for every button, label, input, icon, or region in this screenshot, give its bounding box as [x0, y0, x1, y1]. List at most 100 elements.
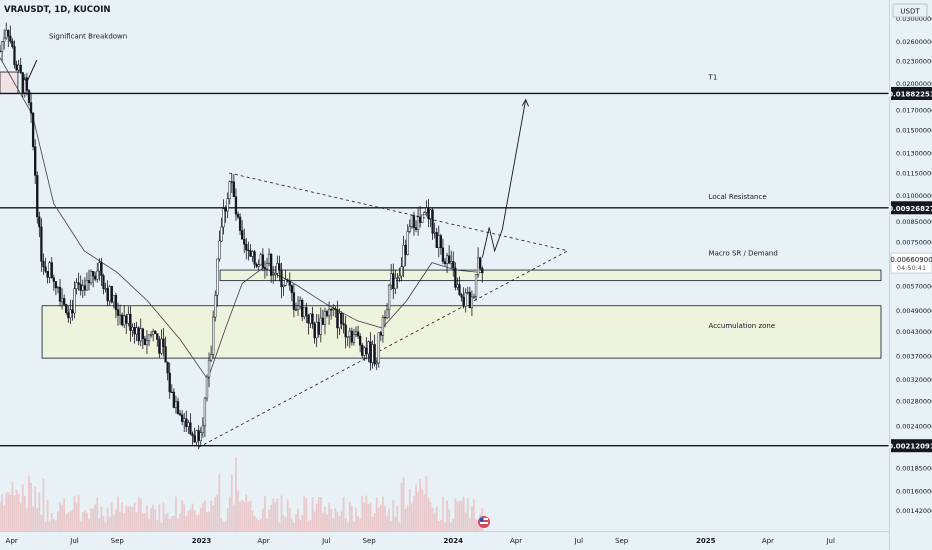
candle-body: [330, 309, 333, 311]
price-tick-label: 0.00750000: [896, 238, 932, 246]
volume-bar: [404, 508, 407, 531]
candle-body: [166, 361, 169, 374]
volume-bar: [100, 507, 103, 531]
volume-bar: [210, 500, 213, 531]
candle-body: [120, 314, 124, 326]
volume-bar: [197, 514, 200, 531]
volume-bar: [28, 475, 30, 531]
volume-bar: [108, 516, 111, 531]
candles-layer: [0, 22, 484, 450]
candle-body: [468, 291, 471, 309]
volume-bar: [253, 515, 256, 531]
candle-body: [394, 277, 397, 290]
candle-body: [305, 307, 308, 316]
candle-body: [232, 181, 236, 197]
candle-body: [350, 330, 354, 343]
volume-bar: [63, 498, 66, 531]
candle-body: [361, 344, 364, 356]
volume-bar: [129, 505, 132, 531]
candle-body: [274, 273, 277, 275]
time-tick-label: Sep: [363, 537, 377, 545]
volume-bar: [255, 518, 258, 531]
candle-body: [321, 317, 325, 325]
candle-body: [11, 41, 14, 47]
volume-bar: [471, 506, 473, 531]
time-tick-label: Sep: [111, 537, 125, 545]
volume-bar: [259, 518, 262, 531]
candle-body: [288, 281, 291, 286]
candle-body: [369, 341, 372, 363]
annotation-significant-breakdown: Significant Breakdown: [49, 32, 127, 40]
volume-bar: [313, 511, 316, 531]
candle-body: [371, 344, 374, 363]
candle-body: [216, 258, 219, 296]
moving-average-line: [0, 57, 483, 381]
volume-bar: [230, 474, 233, 531]
candle-body: [309, 313, 312, 324]
candle-body: [178, 413, 182, 416]
volume-bar: [458, 501, 461, 531]
candle-body: [112, 295, 115, 303]
candle-body: [52, 277, 55, 282]
volume-bar: [30, 482, 32, 531]
candle-body: [437, 235, 440, 248]
volume-bar: [460, 500, 463, 531]
level-tag-bg: [891, 439, 932, 453]
volume-bar: [243, 501, 246, 531]
candle-body: [189, 422, 192, 435]
candle-body: [406, 231, 409, 255]
candle-body: [276, 263, 279, 274]
volume-bar: [212, 505, 215, 531]
volume-bar: [288, 508, 291, 531]
candle-body: [79, 284, 82, 291]
volume-bar: [199, 507, 202, 531]
price-tick-label: 0.00185000: [896, 464, 932, 472]
candle-body: [46, 270, 49, 278]
candle-body: [125, 315, 128, 324]
volume-bar: [348, 501, 351, 531]
volume-bar: [75, 503, 78, 531]
time-axis[interactable]: Apr Jul Sep 2023 Apr Jul Sep 2024 Apr Jul Sep 2025 A…: [6, 537, 835, 545]
volume-bar: [396, 505, 399, 531]
volume-bar: [375, 497, 378, 531]
currency-box[interactable]: [892, 3, 928, 18]
levels-layer: [0, 92, 890, 447]
flag-icon[interactable]: [478, 516, 490, 528]
candle-body: [429, 209, 432, 219]
volume-bar: [185, 515, 188, 531]
candle-body: [110, 286, 113, 303]
candle-body: [332, 308, 335, 310]
volume-bar: [421, 489, 424, 531]
candle-body: [336, 309, 339, 329]
volume-bar: [73, 495, 76, 531]
candle-body: [106, 288, 109, 302]
volume-bar: [257, 520, 260, 531]
candle-body: [23, 77, 26, 93]
price-tick-label: 0.00240000: [896, 422, 932, 430]
candle-body: [354, 331, 358, 335]
candle-body: [454, 267, 457, 288]
price-tick-label: 0.01000000: [896, 192, 932, 200]
candle-body: [187, 422, 190, 427]
price-tags: 0.01882251 0.00926827 0.00212091 0.00660900…: [888, 86, 932, 453]
volume-bar: [50, 513, 53, 531]
candle-body: [143, 338, 147, 345]
volume-layer: [0, 457, 484, 531]
volume-bar: [162, 501, 165, 531]
volume-bar: [36, 507, 39, 531]
candle-body: [230, 181, 233, 183]
volume-bar: [57, 511, 59, 531]
candle-body: [114, 295, 118, 310]
candle-body: [98, 262, 101, 272]
volume-bar: [388, 509, 391, 531]
volume-bar: [365, 495, 368, 531]
volume-bar: [172, 515, 175, 531]
volume-bar: [79, 520, 82, 531]
volume-bar: [373, 513, 376, 531]
zone-breakdown-box: [0, 71, 19, 95]
volume-bar: [143, 513, 146, 531]
candle-body: [48, 262, 51, 278]
candle-body: [139, 328, 142, 342]
candle-body: [34, 146, 37, 176]
